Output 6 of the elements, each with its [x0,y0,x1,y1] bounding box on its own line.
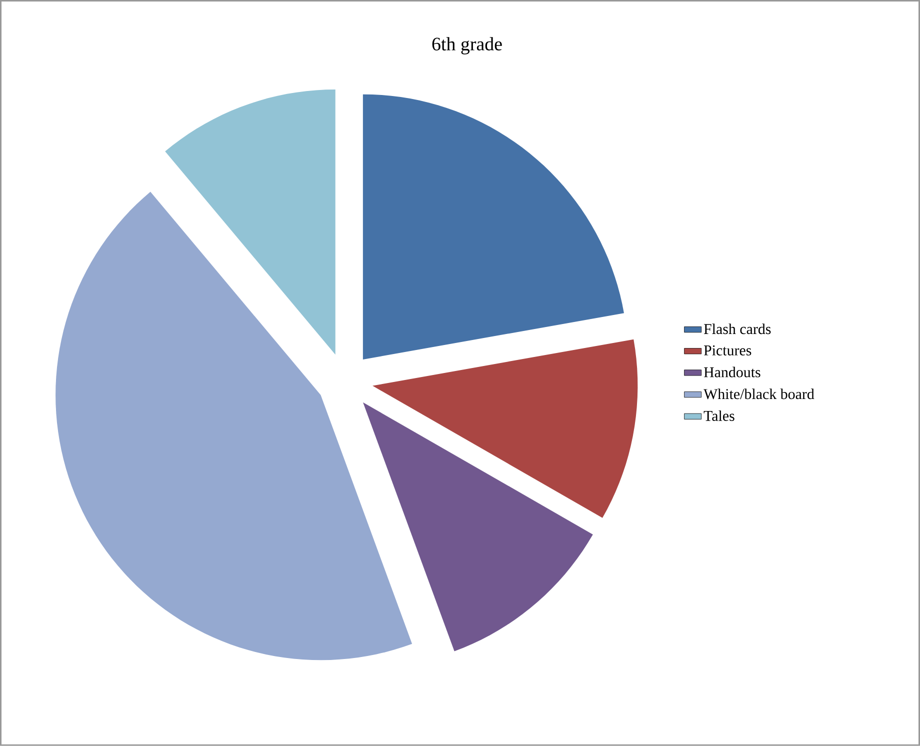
legend-label: Tales [704,410,734,422]
legend-label: Pictures [704,345,752,356]
legend-label: Flash cards [704,324,771,334]
legend-label: Handouts [704,366,760,378]
chart-title: 6th grade [432,37,502,54]
legend-label: White/black board [704,388,814,400]
